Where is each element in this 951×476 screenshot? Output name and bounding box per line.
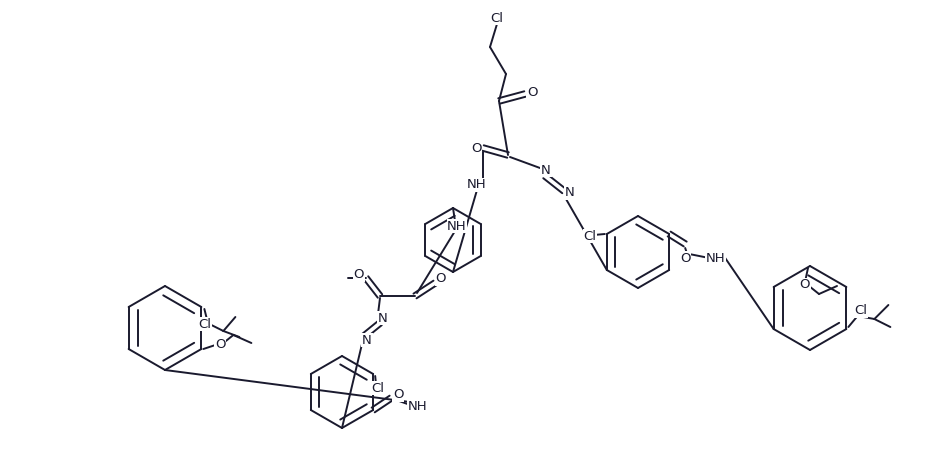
Text: NH: NH <box>467 178 487 191</box>
Text: N: N <box>541 163 551 177</box>
Text: N: N <box>565 187 574 199</box>
Text: N: N <box>378 311 388 325</box>
Text: O: O <box>800 278 810 291</box>
Text: NH: NH <box>706 251 725 265</box>
Text: Cl: Cl <box>372 381 384 395</box>
Text: O: O <box>527 86 537 99</box>
Text: Cl: Cl <box>491 11 503 24</box>
Text: O: O <box>436 272 446 286</box>
Text: O: O <box>354 268 364 281</box>
Text: NH: NH <box>447 219 467 232</box>
Text: O: O <box>471 141 481 155</box>
Text: O: O <box>215 338 225 351</box>
Text: O: O <box>393 388 403 401</box>
Text: NH: NH <box>407 399 427 413</box>
Text: Cl: Cl <box>198 317 211 330</box>
Text: N: N <box>362 334 372 347</box>
Text: O: O <box>680 251 690 265</box>
Text: Cl: Cl <box>854 305 867 317</box>
Text: Cl: Cl <box>583 229 596 242</box>
